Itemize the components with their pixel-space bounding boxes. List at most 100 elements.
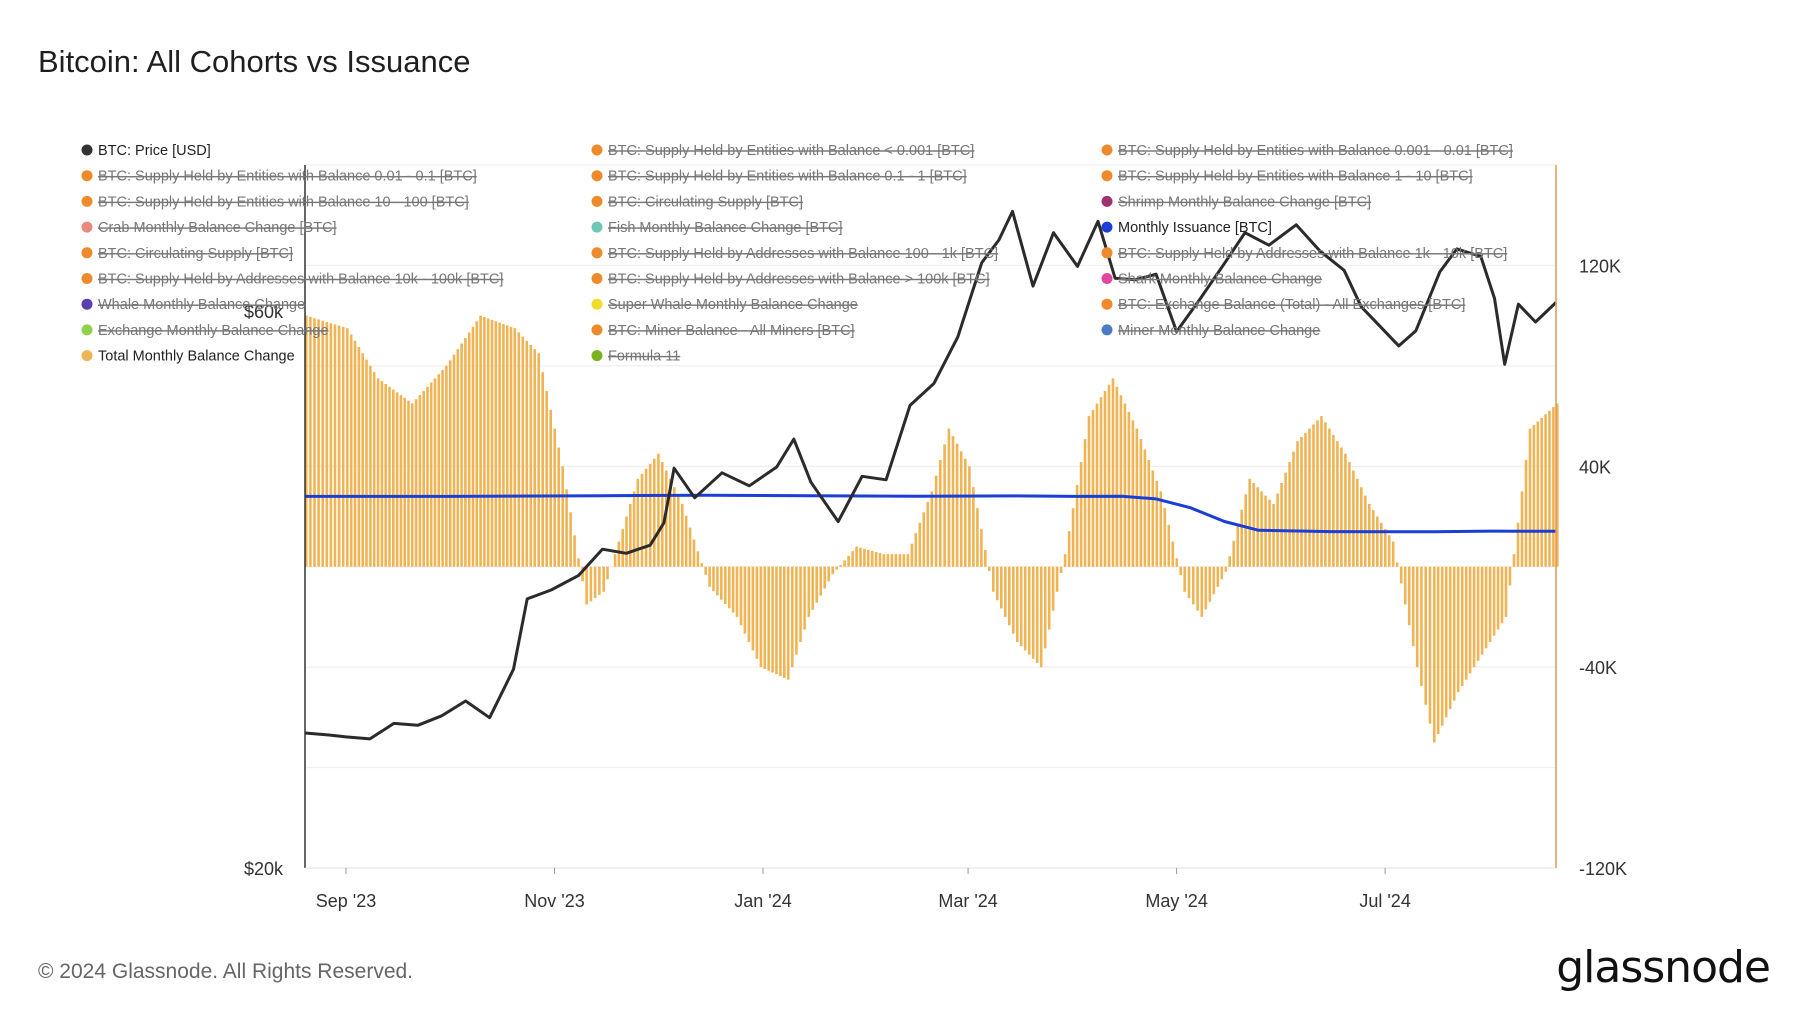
legend-item[interactable]: Exchange Monthly Balance Change [81,323,329,339]
bar [653,458,656,567]
legend-label: BTC: Miner Balance - All Miners [BTC] [608,323,855,339]
bar [1332,434,1335,567]
bar [448,360,452,567]
legend-item[interactable]: Miner Monthly Balance Change [1101,323,1321,339]
glassnode-logo: glassnode [1556,942,1771,993]
legend-item[interactable]: BTC: Price [USD] [81,143,211,159]
bar [1336,441,1339,567]
legend-item[interactable]: BTC: Supply Held by Entities with Balanc… [591,169,967,185]
legend-marker-icon [1101,273,1113,284]
legend-item[interactable]: Fish Monthly Balance Change [BTC] [591,220,843,236]
bar [755,566,759,659]
bar [585,566,588,605]
bar [1075,485,1079,567]
bar [369,365,372,567]
legend-item[interactable]: Shark Monthly Balance Change [1101,272,1322,288]
legend-item[interactable]: Whale Monthly Balance Change [81,297,306,313]
bar [1143,449,1147,567]
legend-item[interactable]: Crab Monthly Balance Change [BTC] [81,220,337,236]
bar [870,550,874,567]
bar [1500,566,1504,624]
legend-item[interactable]: BTC: Supply Held by Addresses with Balan… [591,272,990,288]
bar [1131,420,1135,567]
bar [325,321,329,567]
bar [918,522,922,567]
bar [1091,409,1095,567]
legend-item[interactable]: Monthly Issuance [BTC] [1101,220,1272,236]
legend-item[interactable]: BTC: Supply Held by Entities with Balanc… [1101,143,1513,159]
bar [1171,541,1175,567]
bar [1480,566,1484,655]
bar [767,566,770,671]
bar [636,478,640,567]
bar [445,365,448,567]
bar [943,444,946,567]
bar [1228,556,1231,567]
legend-item[interactable]: BTC: Exchange Balance (Total) - All Exch… [1101,297,1466,313]
legend-marker-icon [81,195,93,207]
legend-item[interactable]: Formula 11 [591,349,681,365]
bar [509,326,513,567]
bar [1308,428,1311,567]
y-right-tick-label: 120K [1579,256,1621,276]
bar [1268,499,1271,567]
bar [1532,425,1536,567]
bar [988,566,991,571]
legend-item[interactable]: BTC: Supply Held by Addresses with Balan… [81,272,504,288]
legend-item[interactable]: BTC: Supply Held by Addresses with Balan… [1101,246,1508,262]
legend-item[interactable]: BTC: Supply Held by Entities with Balanc… [81,194,469,210]
legend-marker-icon [1101,195,1113,207]
bar [1540,417,1543,567]
bar [1464,566,1468,680]
bar [1244,494,1247,567]
legend-item[interactable]: Shrimp Monthly Balance Change [BTC] [1101,194,1372,210]
bar [894,554,898,567]
bar [692,539,696,567]
bar [914,533,918,567]
bar [1151,470,1155,567]
bar [341,326,345,567]
bar [1387,535,1391,567]
bar [704,566,707,575]
bar [1384,529,1387,567]
legend-item[interactable]: BTC: Circulating Supply [BTC] [81,246,294,262]
legend-item[interactable]: BTC: Supply Held by Entities with Balanc… [1101,169,1473,185]
bar [930,491,934,567]
bar [581,566,584,582]
legend-label: BTC: Supply Held by Entities with Balanc… [1118,143,1513,159]
bar [1004,566,1007,617]
bar [819,566,822,596]
bar [771,566,774,673]
bar [1272,503,1275,567]
bar [1027,566,1031,655]
legend-item[interactable]: Super Whale Monthly Balance Change [591,297,858,313]
bar [665,470,668,567]
bar [1391,541,1395,567]
bar [786,566,790,680]
legend-item[interactable]: BTC: Miner Balance - All Miners [BTC] [591,323,855,339]
bar [720,566,723,600]
legend-item[interactable]: BTC: Supply Held by Addresses with Balan… [591,246,999,262]
legend-marker-icon [1101,170,1113,182]
bar [910,543,914,567]
legend-item[interactable]: Total Monthly Balance Change [81,349,295,365]
bar [724,566,727,604]
bar [1476,566,1480,661]
bar [922,512,926,567]
bar [632,491,636,567]
line-series-monthly-issuance [305,493,1557,534]
bar [1115,386,1119,567]
legend-item[interactable]: BTC: Supply Held by Entities with Balanc… [81,169,477,185]
bar [1407,566,1411,626]
bar [602,566,605,592]
legend-item[interactable]: BTC: Supply Held by Entities with Balanc… [591,143,975,159]
bar [1524,460,1528,567]
bar [673,487,676,567]
bar [517,332,521,567]
legend-marker-icon [1101,221,1113,233]
y-right-tick-label: -40K [1579,658,1617,678]
legend-item[interactable]: BTC: Circulating Supply [BTC] [591,194,804,210]
bar [1103,391,1107,567]
bar [1220,566,1224,580]
